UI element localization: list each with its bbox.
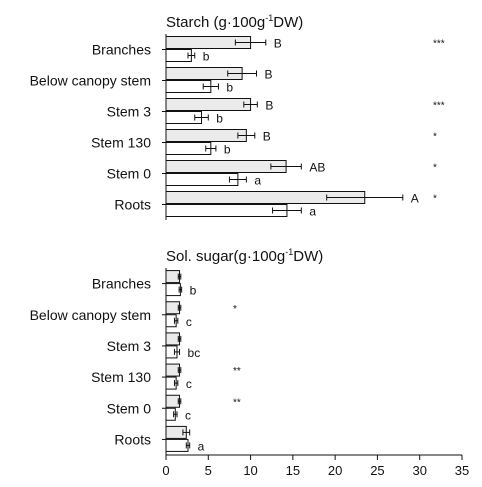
starch-bar-series-a bbox=[165, 160, 287, 173]
sugar-bar-series-a bbox=[165, 394, 181, 408]
starch-significance-mark: * bbox=[433, 163, 437, 174]
starch-category-label: Stem 130 bbox=[91, 135, 151, 151]
starch-category-label: Stem 3 bbox=[107, 104, 152, 120]
starch-bar-series-a bbox=[165, 98, 252, 111]
sugar-x-tick-label: 30 bbox=[412, 463, 426, 478]
starch-letter-label: b bbox=[203, 50, 210, 64]
starch-letter-label: a bbox=[254, 174, 261, 188]
starch-significance-mark: * bbox=[433, 132, 437, 143]
sugar-category-label: Stem 0 bbox=[107, 400, 152, 416]
starch-category-label: Roots bbox=[114, 197, 151, 213]
sugar-x-tick-label: 15 bbox=[286, 463, 300, 478]
sugar-letter-label: b bbox=[190, 284, 197, 298]
sugar-bar-series-a bbox=[165, 270, 181, 284]
starch-category-label: Branches bbox=[92, 42, 151, 58]
starch-letter-label: AB bbox=[309, 161, 325, 175]
sugar-bar-series-b bbox=[165, 283, 181, 297]
sugar-bar-series-b bbox=[165, 438, 189, 452]
starch-category-label: Stem 0 bbox=[107, 166, 152, 182]
sugar-significance-mark: * bbox=[233, 304, 237, 315]
sugar-category-label: Stem 130 bbox=[91, 369, 151, 385]
starch-letter-label: B bbox=[265, 99, 273, 113]
sugar-category-label: Below canopy stem bbox=[30, 307, 151, 323]
sugar-category-label: Roots bbox=[114, 431, 151, 447]
starch-significance-mark: *** bbox=[433, 101, 445, 112]
sugar-x-tick-label: 10 bbox=[243, 463, 257, 478]
sugar-bar-series-a bbox=[165, 332, 181, 346]
sugar-bar-series-a bbox=[165, 301, 181, 315]
sugar-letter-label: bc bbox=[188, 346, 201, 360]
sugar-x-tick-label: 5 bbox=[205, 463, 212, 478]
starch-panel: Starch (g·100g-1DW) Branches Bb***Below c… bbox=[30, 13, 445, 220]
sugar-letter-label: c bbox=[186, 315, 192, 329]
sugar-panel: Sol. sugar(g·100g-1DW) Branches b Below ca… bbox=[30, 247, 470, 478]
starch-letter-label: B bbox=[263, 130, 271, 144]
starch-bar-series-b bbox=[165, 142, 212, 155]
starch-title: Starch (g·100g-1DW) bbox=[166, 13, 303, 31]
starch-bar-series-b bbox=[165, 173, 239, 186]
starch-significance-mark: * bbox=[433, 194, 437, 205]
sugar-letter-label: c bbox=[186, 377, 192, 391]
sugar-bar-series-a bbox=[165, 363, 181, 377]
starch-category-label: Below canopy stem bbox=[30, 73, 151, 89]
starch-letter-label: A bbox=[411, 192, 419, 206]
sugar-letter-label: c bbox=[185, 408, 191, 422]
starch-letter-label: B bbox=[274, 37, 282, 51]
starch-letter-label: b bbox=[224, 143, 231, 157]
starch-letter-label: a bbox=[309, 205, 316, 219]
sugar-significance-mark: ** bbox=[233, 366, 241, 377]
starch-bar-series-a bbox=[165, 129, 247, 142]
sugar-title: Sol. sugar(g·100g-1DW) bbox=[166, 247, 323, 265]
sugar-category-label: Stem 3 bbox=[107, 338, 152, 354]
sugar-x-tick-label: 0 bbox=[162, 463, 169, 478]
sugar-significance-mark: ** bbox=[233, 397, 241, 408]
sugar-x-tick-label: 35 bbox=[455, 463, 469, 478]
starch-letter-label: b bbox=[216, 112, 223, 126]
sugar-x-tick-label: 20 bbox=[328, 463, 342, 478]
starch-letter-label: b bbox=[226, 81, 233, 95]
starch-bar-series-b bbox=[165, 204, 288, 217]
starch-significance-mark: *** bbox=[433, 39, 445, 50]
sugar-x-tick-label: 25 bbox=[370, 463, 384, 478]
starch-letter-label: B bbox=[264, 68, 272, 82]
sugar-letter-label: a bbox=[198, 439, 205, 453]
sugar-category-label: Branches bbox=[92, 276, 151, 292]
